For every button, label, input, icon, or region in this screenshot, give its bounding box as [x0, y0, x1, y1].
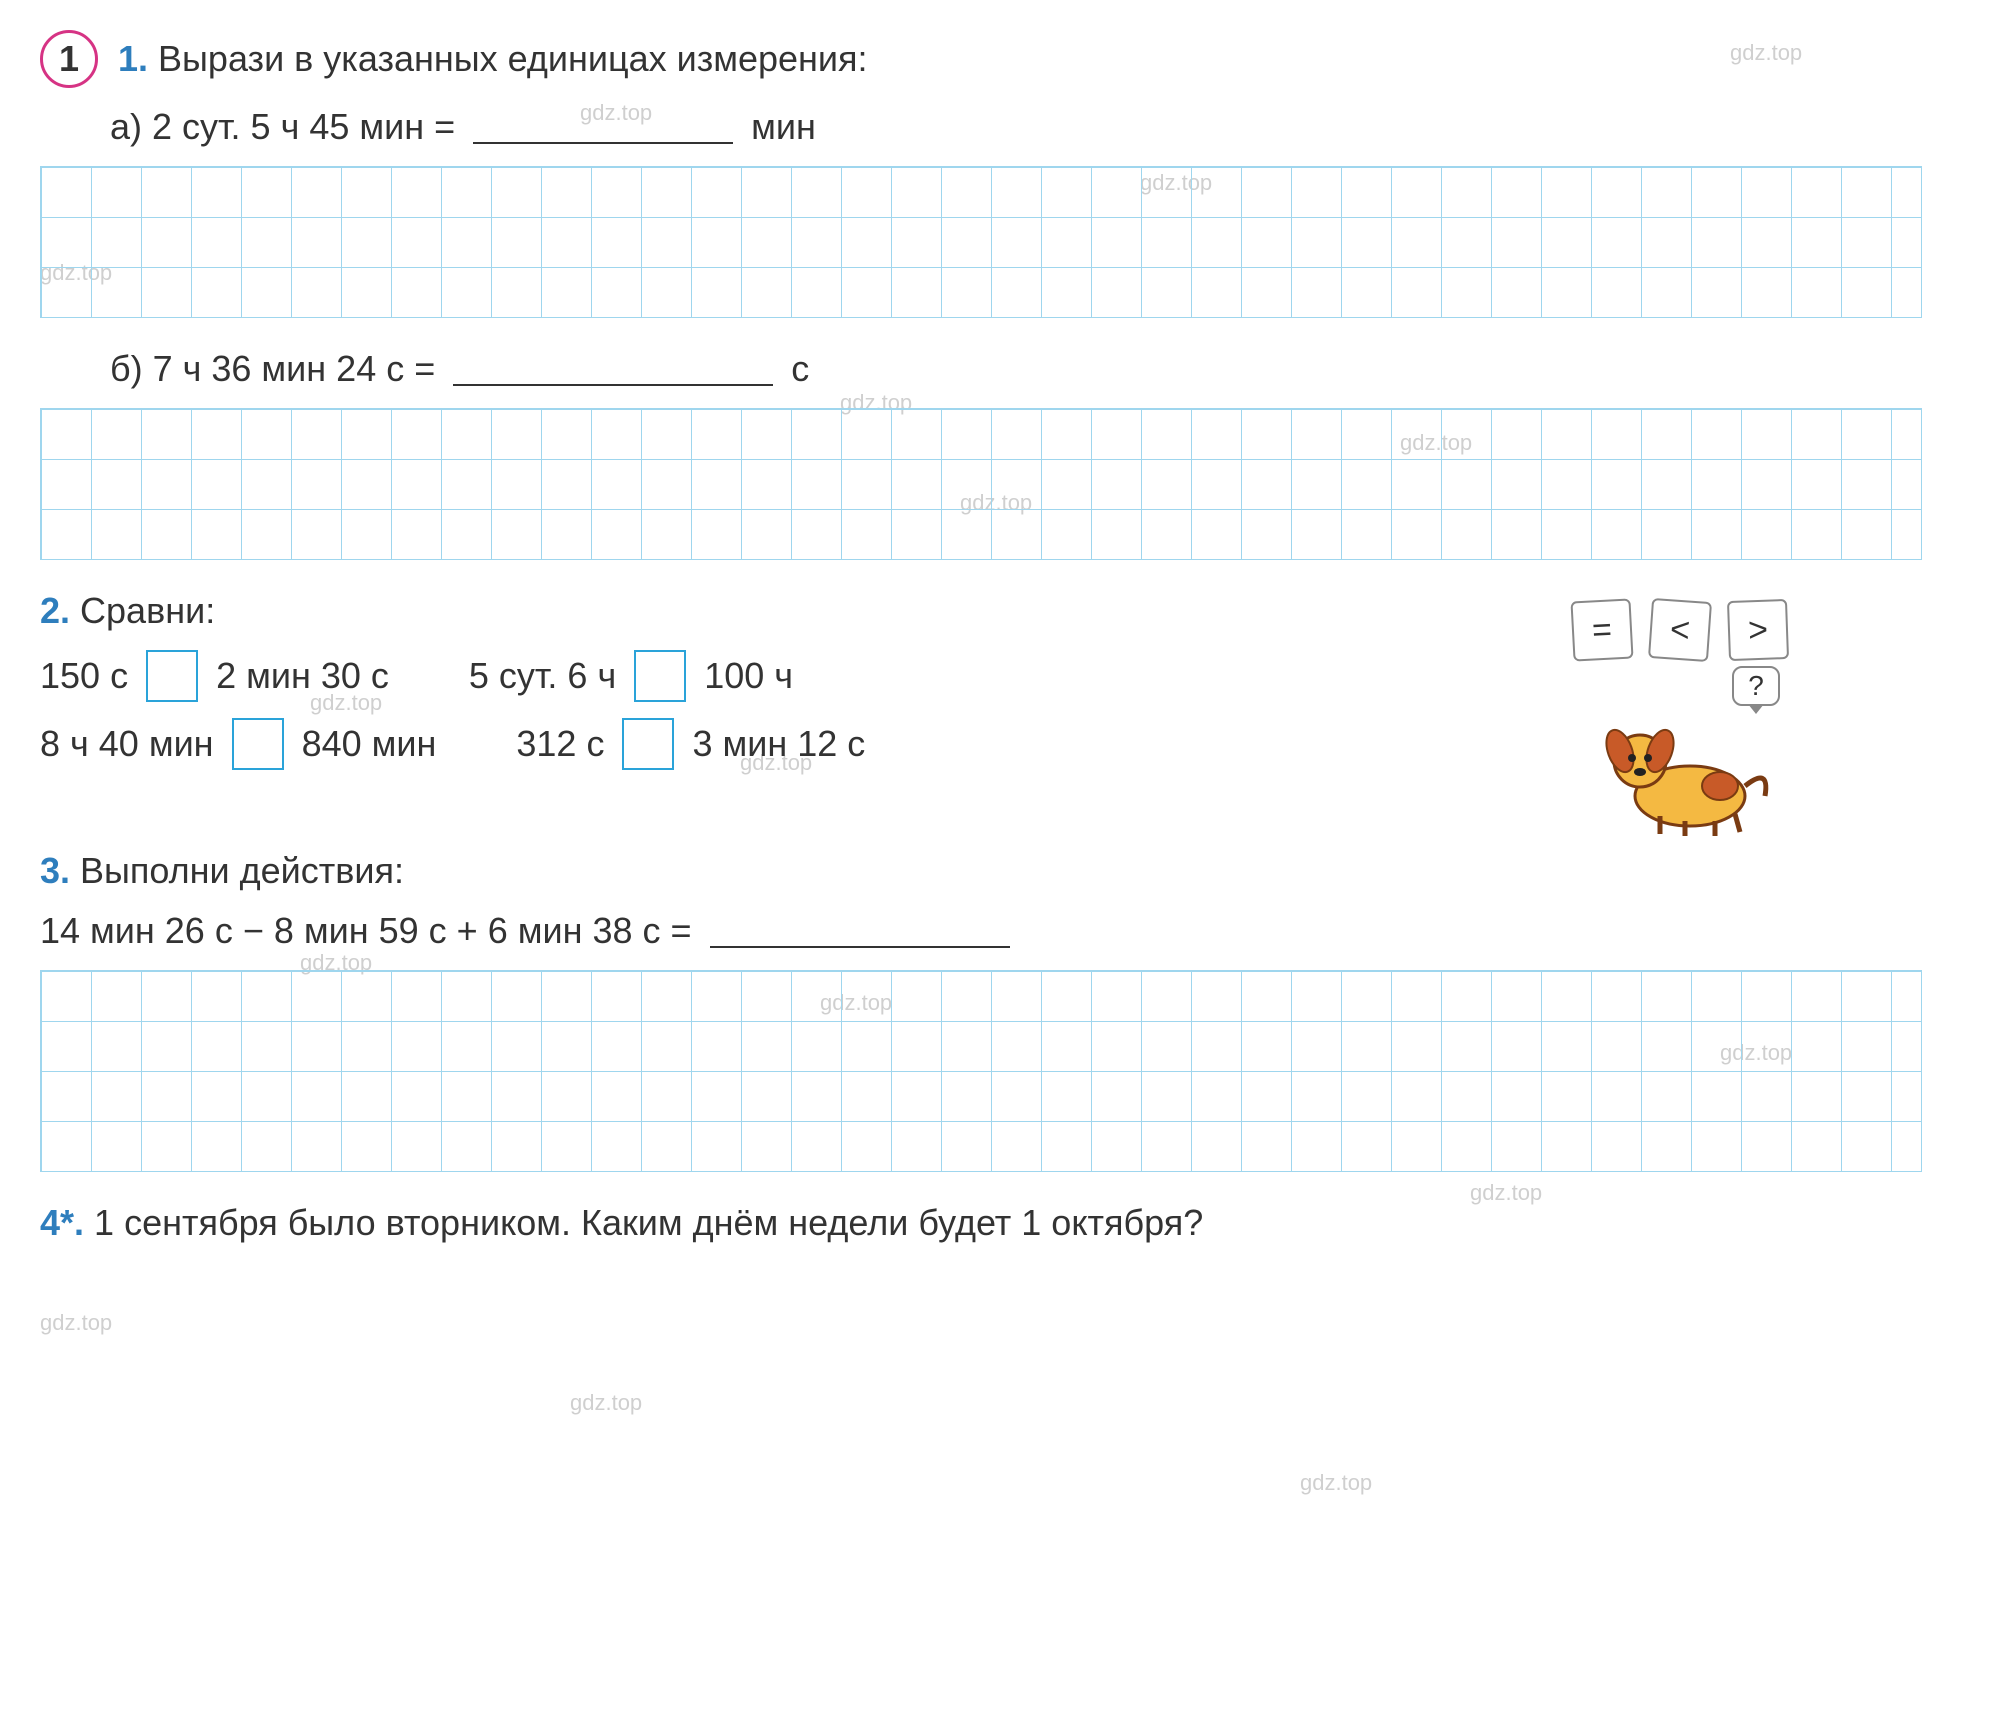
- watermark: gdz.top: [1730, 40, 1802, 66]
- card-lt: <: [1648, 598, 1712, 662]
- task1b-expr: 7 ч 36 мин 24 с =: [153, 348, 436, 390]
- dog-icon: [1580, 706, 1780, 836]
- cmp-right: 840 мин: [302, 723, 437, 765]
- cmp-right: 3 мин 12 с: [692, 723, 865, 765]
- cmp-left: 312 с: [516, 723, 604, 765]
- task2-r2c2: 312 с 3 мин 12 с: [516, 718, 865, 770]
- lesson-number-circle: 1: [40, 30, 98, 88]
- task1b-label: б): [110, 348, 143, 390]
- task3-workgrid[interactable]: [40, 970, 1922, 1172]
- task2-r1c2: 5 сут. 6 ч 100 ч: [469, 650, 793, 702]
- compare-box[interactable]: [622, 718, 674, 770]
- cmp-right: 100 ч: [704, 655, 793, 697]
- cmp-left: 150 с: [40, 655, 128, 697]
- task1-number: 1.: [118, 38, 148, 80]
- task4-text: 1 сентября было вторником. Каким днём не…: [94, 1202, 1203, 1244]
- task1b-workgrid[interactable]: [40, 408, 1922, 560]
- watermark: gdz.top: [580, 100, 652, 126]
- task1-title: Вырази в указанных единицах измерения:: [158, 38, 868, 80]
- task2-block: 2. Сравни: 150 с 2 мин 30 с 5 сут. 6 ч 1…: [40, 590, 1870, 850]
- task3-expr-line: 14 мин 26 с − 8 мин 59 с + 6 мин 38 с =: [40, 910, 1870, 952]
- compare-box[interactable]: [232, 718, 284, 770]
- watermark: gdz.top: [1470, 1180, 1542, 1206]
- task3-number: 3.: [40, 850, 70, 892]
- cmp-left: 5 сут. 6 ч: [469, 655, 616, 697]
- task2-number: 2.: [40, 590, 70, 632]
- compare-box[interactable]: [146, 650, 198, 702]
- task1-header: 1 1. Вырази в указанных единицах измерен…: [40, 30, 1870, 88]
- speech-bubble: ?: [1732, 666, 1780, 706]
- task2-title: Сравни:: [80, 590, 215, 632]
- operator-cards: = < >: [1550, 600, 1810, 660]
- task3-expr: 14 мин 26 с − 8 мин 59 с + 6 мин 38 с =: [40, 910, 692, 952]
- task1b-blank[interactable]: [453, 352, 773, 386]
- task3-blank[interactable]: [710, 914, 1010, 948]
- task1a-label: а): [110, 106, 142, 148]
- task3-title: Выполни действия:: [80, 850, 404, 892]
- task1b-line: б) 7 ч 36 мин 24 с = с: [40, 348, 1870, 390]
- compare-box[interactable]: [634, 650, 686, 702]
- watermark: gdz.top: [570, 1390, 642, 1416]
- task3-header: 3. Выполни действия:: [40, 850, 1870, 892]
- card-eq: =: [1570, 598, 1633, 661]
- dog-illustration: = < > ?: [1550, 600, 1810, 830]
- cmp-left: 8 ч 40 мин: [40, 723, 214, 765]
- card-gt: >: [1727, 599, 1789, 661]
- task1a-unit: мин: [751, 106, 816, 148]
- task1b-unit: с: [791, 348, 809, 390]
- cmp-right: 2 мин 30 с: [216, 655, 389, 697]
- task1a-workgrid[interactable]: [40, 166, 1922, 318]
- task1a-line: а) 2 сут. 5 ч 45 мин = мин: [40, 106, 1870, 148]
- task4-line: 4*. 1 сентября было вторником. Каким днё…: [40, 1202, 1870, 1244]
- page-root: gdz.topgdz.topgdz.topgdz.topgdz.topgdz.t…: [40, 30, 1870, 1244]
- task4-number: 4*.: [40, 1202, 84, 1244]
- watermark: gdz.top: [40, 1310, 112, 1336]
- speech-wrap: ?: [1550, 660, 1780, 706]
- task2-r2c1: 8 ч 40 мин 840 мин: [40, 718, 436, 770]
- task2-r1c1: 150 с 2 мин 30 с: [40, 650, 389, 702]
- watermark: gdz.top: [1300, 1470, 1372, 1496]
- task1a-expr: 2 сут. 5 ч 45 мин =: [152, 106, 455, 148]
